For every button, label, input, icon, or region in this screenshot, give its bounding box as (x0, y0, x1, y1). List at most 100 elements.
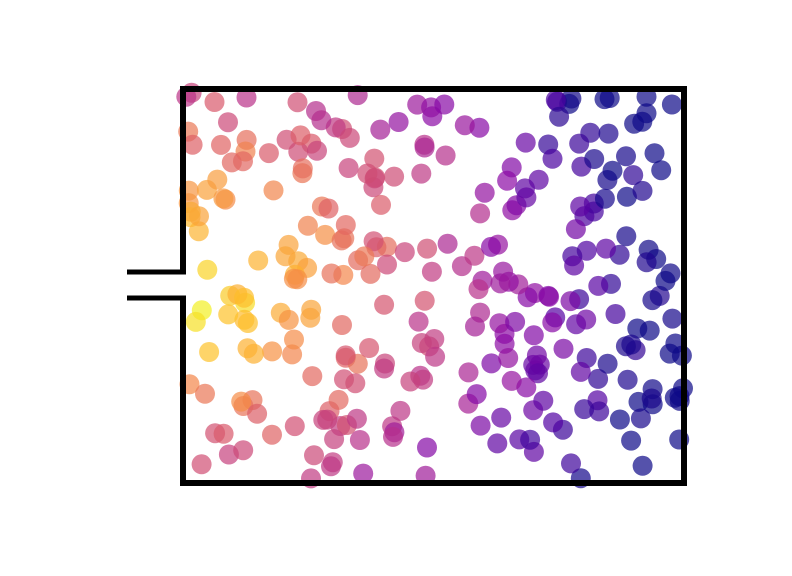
particle (213, 423, 234, 444)
particle (384, 166, 405, 187)
particle (574, 399, 595, 420)
particle (505, 311, 526, 332)
particle (411, 163, 432, 184)
particle (315, 224, 336, 245)
particle (311, 110, 332, 131)
particle (632, 455, 653, 476)
particle (287, 92, 308, 113)
particle (417, 238, 438, 259)
particle (284, 329, 304, 350)
particle (417, 437, 437, 458)
particle (363, 231, 384, 252)
particle (332, 315, 352, 335)
particle (621, 334, 642, 355)
particle (493, 261, 514, 282)
particle (598, 123, 619, 144)
particle (233, 151, 253, 172)
particle (297, 215, 318, 236)
particle (609, 409, 630, 430)
particle (275, 246, 296, 267)
particle (374, 294, 395, 315)
particle (543, 412, 564, 433)
particle (349, 430, 370, 450)
particle (564, 255, 585, 276)
particle (421, 261, 442, 282)
particle (498, 348, 519, 368)
particle (302, 366, 323, 387)
particle (545, 90, 566, 110)
particle (616, 146, 636, 167)
particle (470, 203, 491, 224)
particle (542, 148, 563, 169)
particle (464, 245, 485, 266)
particle (182, 134, 203, 155)
particle (197, 259, 218, 280)
particle (218, 112, 238, 133)
particle (468, 279, 489, 300)
particle (630, 408, 651, 429)
particle (390, 400, 411, 421)
particle (313, 409, 334, 430)
particle (288, 141, 309, 162)
particle (542, 312, 563, 333)
particle (262, 424, 282, 445)
particle (263, 180, 284, 201)
particle (561, 88, 582, 109)
particle (576, 309, 597, 330)
particle (290, 125, 311, 146)
particle (655, 270, 676, 291)
particle (491, 407, 512, 428)
particle (515, 132, 536, 153)
particle (515, 178, 535, 199)
particle (588, 275, 609, 296)
container-wall (180, 86, 687, 486)
particle (301, 299, 322, 320)
particle (262, 341, 283, 362)
particle (584, 149, 605, 169)
particle (520, 429, 541, 450)
particle (287, 269, 308, 290)
particle (526, 345, 547, 366)
particle (489, 313, 510, 334)
particle (207, 169, 228, 190)
particle (345, 373, 366, 394)
particle (400, 371, 421, 392)
particle (328, 389, 349, 410)
particle (470, 415, 491, 436)
particle (335, 345, 356, 366)
particle (481, 353, 502, 374)
particle (623, 165, 644, 186)
particle (204, 92, 225, 112)
particle (191, 454, 212, 475)
particle (388, 112, 409, 132)
particle (248, 250, 269, 271)
particle (218, 304, 239, 325)
particle (185, 311, 206, 332)
particle (258, 143, 279, 164)
particle (528, 363, 548, 384)
particle (570, 196, 591, 217)
particle (370, 119, 391, 140)
particle (338, 158, 359, 178)
particle (339, 127, 360, 148)
particle (437, 233, 458, 254)
particle (661, 94, 682, 115)
particle (243, 343, 264, 364)
particle (247, 403, 268, 424)
particle (408, 311, 429, 332)
particle (560, 291, 581, 312)
particle (360, 263, 381, 284)
particle (435, 145, 456, 166)
particle (292, 158, 313, 179)
particle (454, 115, 475, 136)
particle (565, 219, 586, 240)
particle (377, 254, 397, 275)
particle (434, 94, 455, 115)
particle (304, 445, 324, 466)
particle (639, 320, 660, 341)
particle (371, 194, 391, 215)
particle (642, 290, 663, 311)
particle (569, 133, 590, 154)
particle (602, 160, 623, 181)
